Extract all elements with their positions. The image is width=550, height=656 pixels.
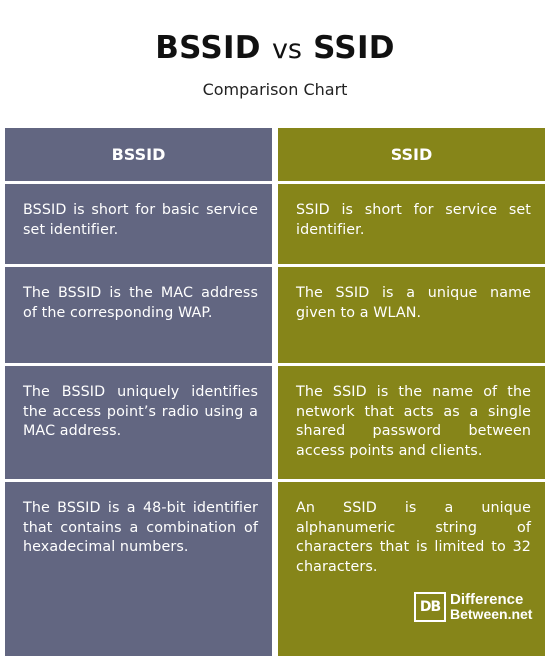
difference-between-logo: DB Difference Between.net bbox=[414, 592, 532, 622]
table-cell: The BSSID is a 48-bit identifier that co… bbox=[23, 500, 258, 555]
logo-line-1: Difference bbox=[450, 591, 524, 608]
title-right-term: SSID bbox=[313, 30, 395, 66]
column-header-bssid: BSSID bbox=[5, 128, 272, 184]
column-ssid: SSID SSID is short for service set ident… bbox=[278, 128, 545, 656]
table-cell: An SSID is a unique alphanumeric string … bbox=[296, 500, 531, 575]
logo-line-2: Between.net bbox=[450, 606, 533, 622]
table-cell: SSID is short for service set identifier… bbox=[278, 184, 545, 267]
title-left-term: BSSID bbox=[155, 30, 261, 66]
column-header-ssid: SSID bbox=[278, 128, 545, 184]
table-cell: The SSID is the name of the network that… bbox=[278, 366, 545, 482]
logo-mark-icon: DB bbox=[414, 592, 446, 622]
table-cell: The BSSID uniquely identifies the access… bbox=[5, 366, 272, 482]
title-vs: vs bbox=[271, 34, 302, 65]
table-cell: The BSSID is the MAC address of the corr… bbox=[5, 267, 272, 366]
page-title: BSSID vs SSID bbox=[0, 30, 550, 66]
subtitle: Comparison Chart bbox=[202, 80, 348, 99]
column-bssid: BSSID BSSID is short for basic service s… bbox=[5, 128, 272, 656]
table-cell: BSSID is short for basic service set ide… bbox=[5, 184, 272, 267]
table-cell: The SSID is a unique name given to a WLA… bbox=[278, 267, 545, 366]
logo-text: Difference Between.net bbox=[450, 592, 532, 622]
